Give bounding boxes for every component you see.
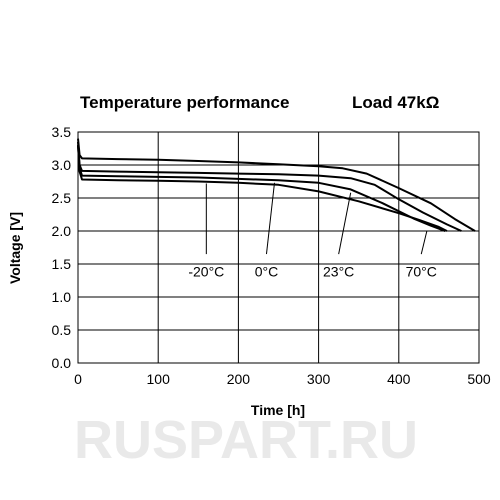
x-tick-label: 300 (307, 371, 331, 387)
x-axis-label: Time [h] (251, 402, 305, 418)
y-tick-label: 2.5 (52, 190, 72, 206)
y-tick-label: 1.5 (52, 256, 72, 272)
annotation-leader (338, 192, 352, 255)
x-tick-label: 0 (74, 371, 82, 387)
y-tick-label: 3.0 (52, 157, 72, 173)
x-tick-label: 200 (227, 371, 251, 387)
y-tick-label: 0.5 (52, 322, 72, 338)
series-line (77, 141, 462, 232)
y-tick-label: 2.0 (52, 223, 72, 239)
series-lines (77, 138, 476, 232)
annotation-label: 0°C (255, 264, 279, 280)
annotation-label: -20°C (188, 264, 224, 280)
watermark: RUSPART.RU (74, 410, 418, 470)
chart-title: Temperature performance (80, 93, 289, 112)
tick-labels: 0 100 200 300 400 500 0.0 0.5 1.0 1.5 2.0 2.5 3.0 3.5 (52, 124, 491, 387)
annotations: -20°C 0°C 23°C 70°C (188, 182, 437, 280)
x-tick-label: 400 (387, 371, 411, 387)
y-tick-label: 0.0 (52, 355, 72, 371)
annotation-leader (420, 230, 428, 255)
plot-frame (77, 131, 480, 364)
chart-subtitle: Load 47kΩ (352, 93, 439, 112)
y-tick-label: 1.0 (52, 289, 72, 305)
x-tick-label: 500 (467, 371, 491, 387)
annotation-label: 70°C (406, 264, 437, 280)
annotation-leader (265, 182, 275, 255)
series-line (77, 145, 448, 232)
x-tick-label: 100 (147, 371, 171, 387)
grid (78, 132, 479, 363)
series-line (77, 145, 446, 232)
series-line (77, 138, 476, 232)
y-tick-label: 3.5 (52, 124, 72, 140)
annotation-label: 23°C (323, 264, 354, 280)
y-axis-label: Voltage [V] (7, 212, 23, 284)
